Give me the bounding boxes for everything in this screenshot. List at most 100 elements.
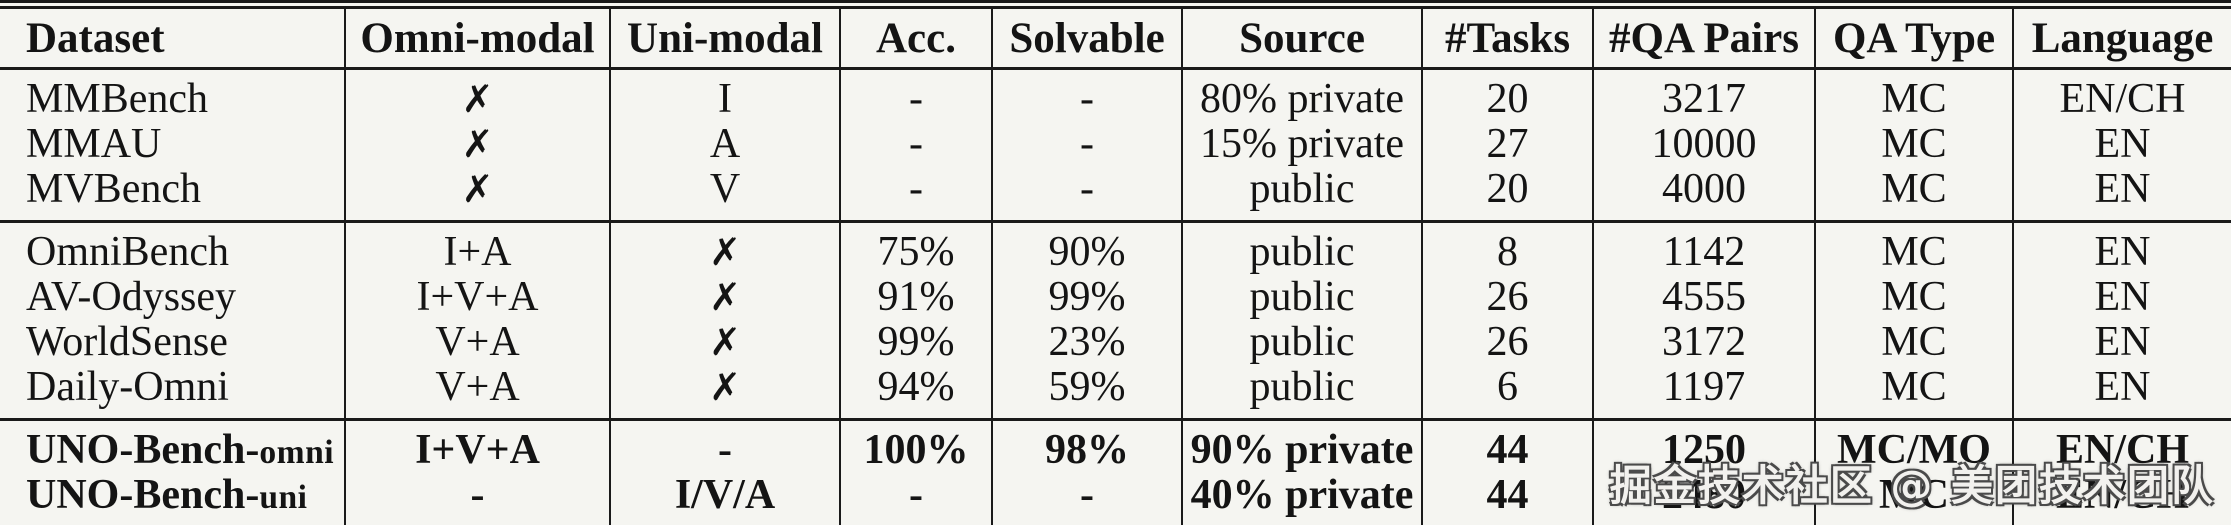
table-cell: 1142 bbox=[1592, 221, 1815, 274]
table-cell: ✗ bbox=[344, 68, 610, 121]
table-cell: 1197 bbox=[1592, 364, 1815, 420]
table-cell: - bbox=[991, 121, 1182, 166]
table-row: Daily-Omni V+A ✗ 94% 59% public 6 1197 MC EN bbox=[0, 364, 2231, 420]
column-header: #Tasks bbox=[1421, 4, 1593, 70]
table-section: MMBench ✗ I - -80% private 20 3217 MC EN/CH MMAU ✗… bbox=[0, 68, 2231, 222]
table-cell: - bbox=[839, 68, 992, 121]
table-cell: 10000 bbox=[1592, 121, 1815, 166]
table-cell: 27 bbox=[1421, 121, 1593, 166]
cross-icon: ✗ bbox=[709, 229, 741, 274]
table-cell: MC bbox=[1814, 166, 2013, 222]
table-cell: ✗ bbox=[609, 319, 840, 364]
dataset-name-cell: WorldSense bbox=[26, 318, 228, 365]
cross-icon: ✗ bbox=[461, 166, 494, 211]
table-cell: EN bbox=[2012, 319, 2231, 364]
table-cell: - bbox=[991, 166, 1182, 222]
table-cell: ✗ bbox=[344, 166, 610, 222]
table-cell: - bbox=[839, 472, 992, 525]
table-cell: ✗ bbox=[609, 274, 840, 319]
table-cell: 100% bbox=[839, 419, 992, 472]
table-cell: MC bbox=[1814, 68, 2013, 121]
column-header: Acc. bbox=[839, 4, 992, 70]
table-cell: - bbox=[839, 166, 992, 222]
table-cell: MC bbox=[1814, 364, 2013, 420]
table-cell: public bbox=[1181, 319, 1422, 364]
table-cell: I+A bbox=[344, 221, 610, 274]
table-cell: V+A bbox=[344, 319, 610, 364]
table-cell: 20 bbox=[1421, 68, 1593, 121]
table-cell: 8 bbox=[1421, 221, 1593, 274]
column-header: Language bbox=[2012, 4, 2231, 70]
table-cell: - bbox=[609, 419, 840, 472]
table-cell: 99% bbox=[839, 319, 992, 364]
table-cell: 99% bbox=[991, 274, 1182, 319]
table-row: WorldSense V+A ✗ 99% 23% public 26 3172 MC EN bbox=[0, 319, 2231, 364]
table-row: MVBench ✗ V - - public 20 4000 MC EN bbox=[0, 166, 2231, 222]
table-cell: 40% private bbox=[1181, 472, 1422, 525]
table-cell: 2480 bbox=[1592, 472, 1815, 525]
cross-icon: ✗ bbox=[461, 76, 494, 121]
table-row: UNO-Bench-uni - I/V/A - -40% private 44 2480 MC… bbox=[0, 472, 2231, 525]
table-cell: ✗ bbox=[609, 221, 840, 274]
table-cell: I bbox=[609, 68, 840, 121]
table-cell: 75% bbox=[839, 221, 992, 274]
table-cell: 15% private bbox=[1181, 121, 1422, 166]
table-cell: EN bbox=[2012, 166, 2231, 222]
table-cell: public bbox=[1181, 166, 1422, 222]
table-cell: 98% bbox=[991, 419, 1182, 472]
table-cell: EN bbox=[2012, 274, 2231, 319]
column-header: Dataset bbox=[0, 4, 345, 70]
table-cell: 4000 bbox=[1592, 166, 1815, 222]
table-cell: public bbox=[1181, 364, 1422, 420]
table-cell: EN/CH bbox=[2012, 68, 2231, 121]
table-cell: EN/CH bbox=[2012, 419, 2231, 472]
table-cell: 90% bbox=[991, 221, 1182, 274]
table-cell: 23% bbox=[991, 319, 1182, 364]
table-cell: MC bbox=[1814, 274, 2013, 319]
table-cell: 20 bbox=[1421, 166, 1593, 222]
table-cell: public bbox=[1181, 221, 1422, 274]
table-cell: ✗ bbox=[609, 364, 840, 420]
dataset-name-suffix: omni bbox=[259, 433, 335, 471]
table-cell: V bbox=[609, 166, 840, 222]
table-cell: MC bbox=[1814, 121, 2013, 166]
table-cell: 94% bbox=[839, 364, 992, 420]
dataset-name-cell: UNO-Bench-uni bbox=[26, 471, 308, 518]
table-row: MMBench ✗ I - -80% private 20 3217 MC EN/CH bbox=[0, 68, 2231, 122]
table-cell: - bbox=[839, 121, 992, 166]
table-cell: MC/MO bbox=[1814, 419, 2013, 472]
table-cell: - bbox=[344, 472, 610, 525]
table-cell: - bbox=[991, 472, 1182, 525]
watermark: 掘金技术社区 @ 美团技术团队 bbox=[1609, 461, 2215, 510]
cross-icon: ✗ bbox=[461, 121, 494, 166]
table-cell: MC bbox=[1814, 221, 2013, 274]
table-cell: 80% private bbox=[1181, 68, 1422, 121]
column-header: QA Type bbox=[1814, 4, 2013, 70]
cross-icon: ✗ bbox=[709, 274, 741, 319]
table-cell: EN bbox=[2012, 121, 2231, 166]
table-row: AV-Odyssey I+V+A ✗ 91% 99% public 26 4555 MC EN bbox=[0, 274, 2231, 319]
table-cell: 44 bbox=[1421, 472, 1593, 525]
table-cell: 90% private bbox=[1181, 419, 1422, 472]
table-cell: 4555 bbox=[1592, 274, 1815, 319]
table-cell: 3172 bbox=[1592, 319, 1815, 364]
table-cell: I+V+A bbox=[344, 419, 610, 472]
table-cell: public bbox=[1181, 274, 1422, 319]
dataset-name-cell: MMBench bbox=[26, 75, 208, 122]
table-cell: 59% bbox=[991, 364, 1182, 420]
table-cell: A bbox=[609, 121, 840, 166]
column-header: Omni-modal bbox=[344, 4, 610, 70]
table-cell: I/V/A bbox=[609, 472, 840, 525]
dataset-name-cell: OmniBench bbox=[26, 228, 229, 275]
table-section: OmniBench I+A ✗ 75% 90% public 8 1142 MC EN AV-Ody… bbox=[0, 221, 2231, 420]
table-cell: MC bbox=[1814, 319, 2013, 364]
table-cell: 6 bbox=[1421, 364, 1593, 420]
column-header: Solvable bbox=[991, 4, 1182, 70]
table-cell: 1250 bbox=[1592, 419, 1815, 472]
table-cell: 44 bbox=[1421, 419, 1593, 472]
dataset-name-cell: Daily-Omni bbox=[26, 363, 229, 410]
table-cell: V+A bbox=[344, 364, 610, 420]
table-cell: 26 bbox=[1421, 274, 1593, 319]
table-cell: ✗ bbox=[344, 121, 610, 166]
